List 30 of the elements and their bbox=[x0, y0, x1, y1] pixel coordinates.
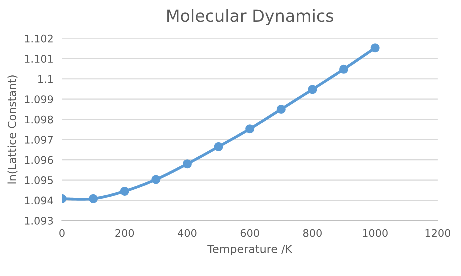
point bbox=[182, 160, 192, 169]
point bbox=[152, 175, 161, 184]
x-tick-label: 1000 bbox=[363, 229, 388, 238]
y-tick-label: 1.096 bbox=[25, 156, 54, 164]
point bbox=[214, 142, 224, 152]
y-tick-label: 1.101 bbox=[25, 55, 53, 63]
x-tick-label: 0 bbox=[60, 229, 65, 238]
x-tick-label: 400 bbox=[178, 229, 197, 238]
x-tick-label: 200 bbox=[116, 229, 134, 238]
y-tick-label: 1.102 bbox=[25, 34, 53, 43]
y-tick-label: 1.095 bbox=[25, 176, 53, 184]
y-tick-label: 1.099 bbox=[25, 96, 54, 104]
y-tick-label: 1.1 bbox=[38, 75, 53, 84]
y-tick-label: 1.098 bbox=[25, 116, 54, 124]
x-axis-title: Temperature /K bbox=[208, 245, 293, 256]
x-tick-label: 1200 bbox=[426, 229, 451, 238]
y-tick-label: 1.097 bbox=[25, 136, 54, 144]
point bbox=[340, 64, 349, 74]
x-tick-label: 800 bbox=[303, 229, 322, 238]
chart-title: Molecular Dynamics bbox=[168, 9, 334, 26]
point bbox=[246, 124, 255, 134]
point bbox=[120, 186, 130, 196]
y-tick-label: 1.094 bbox=[25, 196, 54, 205]
point bbox=[308, 85, 318, 94]
point bbox=[370, 44, 380, 53]
x-tick-label: 600 bbox=[240, 229, 260, 238]
point bbox=[276, 104, 286, 114]
y-tick-label: 1.093 bbox=[25, 217, 54, 225]
point bbox=[89, 194, 98, 204]
y-axis-title: ln(Lattice Constant) bbox=[8, 76, 18, 184]
